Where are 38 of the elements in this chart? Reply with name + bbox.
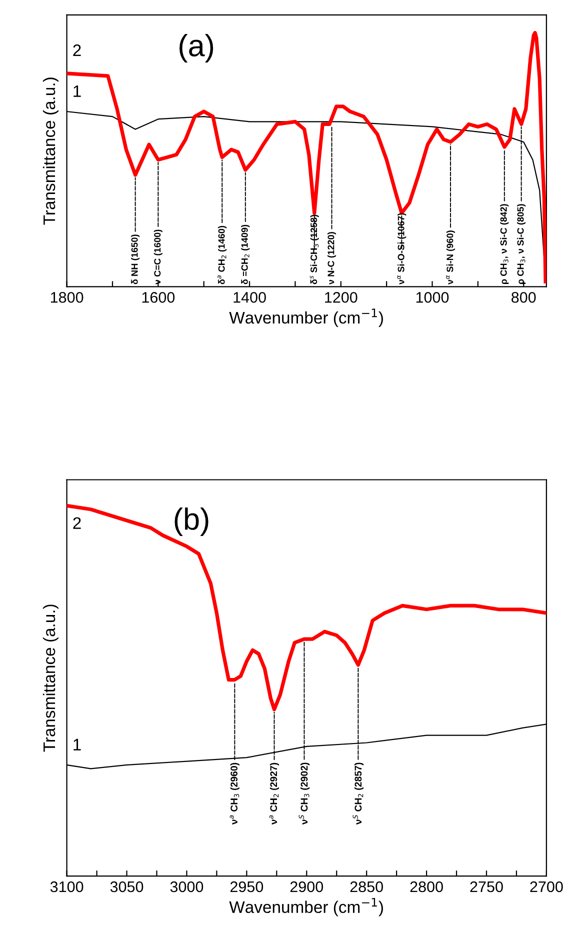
x-axis-title: Wavenumber (cm$^{−1}$) <box>229 898 383 916</box>
x-tick-label: 800 <box>512 292 536 303</box>
x-tick-label: 2800 <box>410 881 443 892</box>
annotation: δ NH (1650) <box>131 234 140 284</box>
x-tick-label: 1800 <box>50 292 84 303</box>
annotation: ν N-C (1220) <box>327 232 336 285</box>
x-tick-label: 1600 <box>142 292 175 303</box>
y-axis-title: Transmittance (a.u.) <box>42 604 58 752</box>
annotation: ν$^{a}$ CH$_{3}$ (2960) <box>230 762 240 825</box>
series-label: 2 <box>73 517 81 529</box>
x-tick-label: 3000 <box>170 881 204 892</box>
x-axis-title: Wavenumber (cm$^{−1}$) <box>229 308 383 327</box>
annotation: δ$^{a}$ CH$_{2}$ (1460) <box>218 226 227 284</box>
x-tick-label: 2750 <box>470 881 503 892</box>
annotation: ν$^{α}$ Si-N (960) <box>446 230 455 285</box>
annotation: ν$^{α}$ Si-O-Si (1067) <box>397 213 406 285</box>
x-tick-label: 3100 <box>50 881 84 892</box>
series-label: 1 <box>74 85 81 97</box>
chart-title: (a) <box>180 34 214 62</box>
y-axis-title: Transmittance (a.u.) <box>42 78 58 225</box>
x-tick-label: 1000 <box>416 292 449 303</box>
annotation: ν$^{S}$ CH$_{3}$ (2902) <box>298 762 310 825</box>
x-tick-label: 1200 <box>325 292 358 303</box>
x-tick-label: 2850 <box>350 881 383 892</box>
x-tick-label: 2900 <box>290 881 324 892</box>
series-label: 2 <box>73 44 81 56</box>
x-tick-label: 2950 <box>230 881 264 892</box>
x-tick-label: 1400 <box>234 292 266 303</box>
x-tick-label: 3050 <box>110 881 144 892</box>
series-label: 1 <box>74 738 81 750</box>
annotation: ρ CH$_{3}$, ν Si-C (842) <box>500 204 509 284</box>
annotation: ν$^{a}$ CH$_{2}$ (2927) <box>269 762 279 825</box>
annotation: ρ CH$_{3}$, ν Si-C (805) <box>517 204 526 284</box>
chart-title: (b) <box>174 507 208 536</box>
x-tick-label: 2700 <box>530 881 563 892</box>
annotation: ν C=C (1600) <box>154 230 162 285</box>
annotation: δ =CH$_{2}$ (1409) <box>241 224 250 284</box>
annotation: ν$^{S}$ CH$_{2}$ (2857) <box>352 762 364 825</box>
